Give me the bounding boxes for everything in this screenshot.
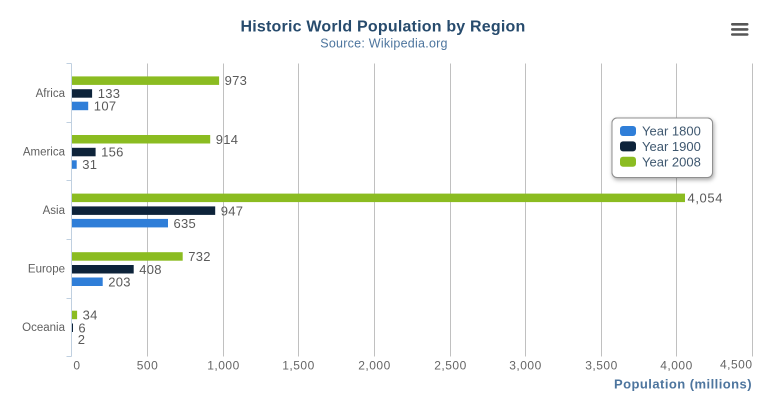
svg-text:Year 1800: Year 1800 (642, 124, 701, 139)
svg-text:732: 732 (188, 249, 211, 264)
svg-text:2: 2 (78, 332, 86, 347)
svg-text:203: 203 (108, 274, 131, 289)
svg-text:500: 500 (137, 358, 159, 372)
svg-text:Oceania: Oceania (22, 322, 65, 334)
svg-text:Historic World Population by R: Historic World Population by Region (241, 19, 526, 36)
svg-text:Source: Wikipedia.org: Source: Wikipedia.org (320, 37, 448, 51)
svg-text:973: 973 (225, 73, 248, 88)
svg-text:2,000: 2,000 (358, 358, 391, 372)
svg-text:408: 408 (139, 262, 162, 277)
svg-text:Year 1900: Year 1900 (642, 139, 701, 154)
svg-text:3,000: 3,000 (509, 358, 542, 372)
svg-text:34: 34 (83, 308, 98, 323)
svg-text:31: 31 (82, 157, 97, 172)
svg-text:1,500: 1,500 (282, 358, 315, 372)
svg-text:Population (millions): Population (millions) (614, 377, 752, 392)
svg-text:914: 914 (216, 132, 239, 147)
svg-text:1,000: 1,000 (207, 358, 240, 372)
svg-text:4,054: 4,054 (688, 191, 724, 206)
svg-text:0: 0 (73, 358, 80, 372)
svg-text:133: 133 (98, 86, 121, 101)
svg-text:6: 6 (78, 320, 86, 335)
svg-text:Year 2008: Year 2008 (642, 154, 701, 169)
svg-text:635: 635 (174, 216, 197, 231)
svg-text:Africa: Africa (36, 88, 66, 100)
svg-text:947: 947 (221, 203, 244, 218)
svg-text:4,500: 4,500 (720, 358, 753, 372)
svg-text:3,500: 3,500 (585, 358, 618, 372)
svg-text:Europe: Europe (28, 264, 65, 276)
svg-text:107: 107 (94, 99, 117, 114)
svg-text:4,000: 4,000 (660, 358, 693, 372)
svg-text:156: 156 (101, 145, 124, 160)
svg-text:America: America (23, 147, 66, 159)
svg-text:2,500: 2,500 (434, 358, 467, 372)
svg-text:Asia: Asia (43, 205, 66, 217)
